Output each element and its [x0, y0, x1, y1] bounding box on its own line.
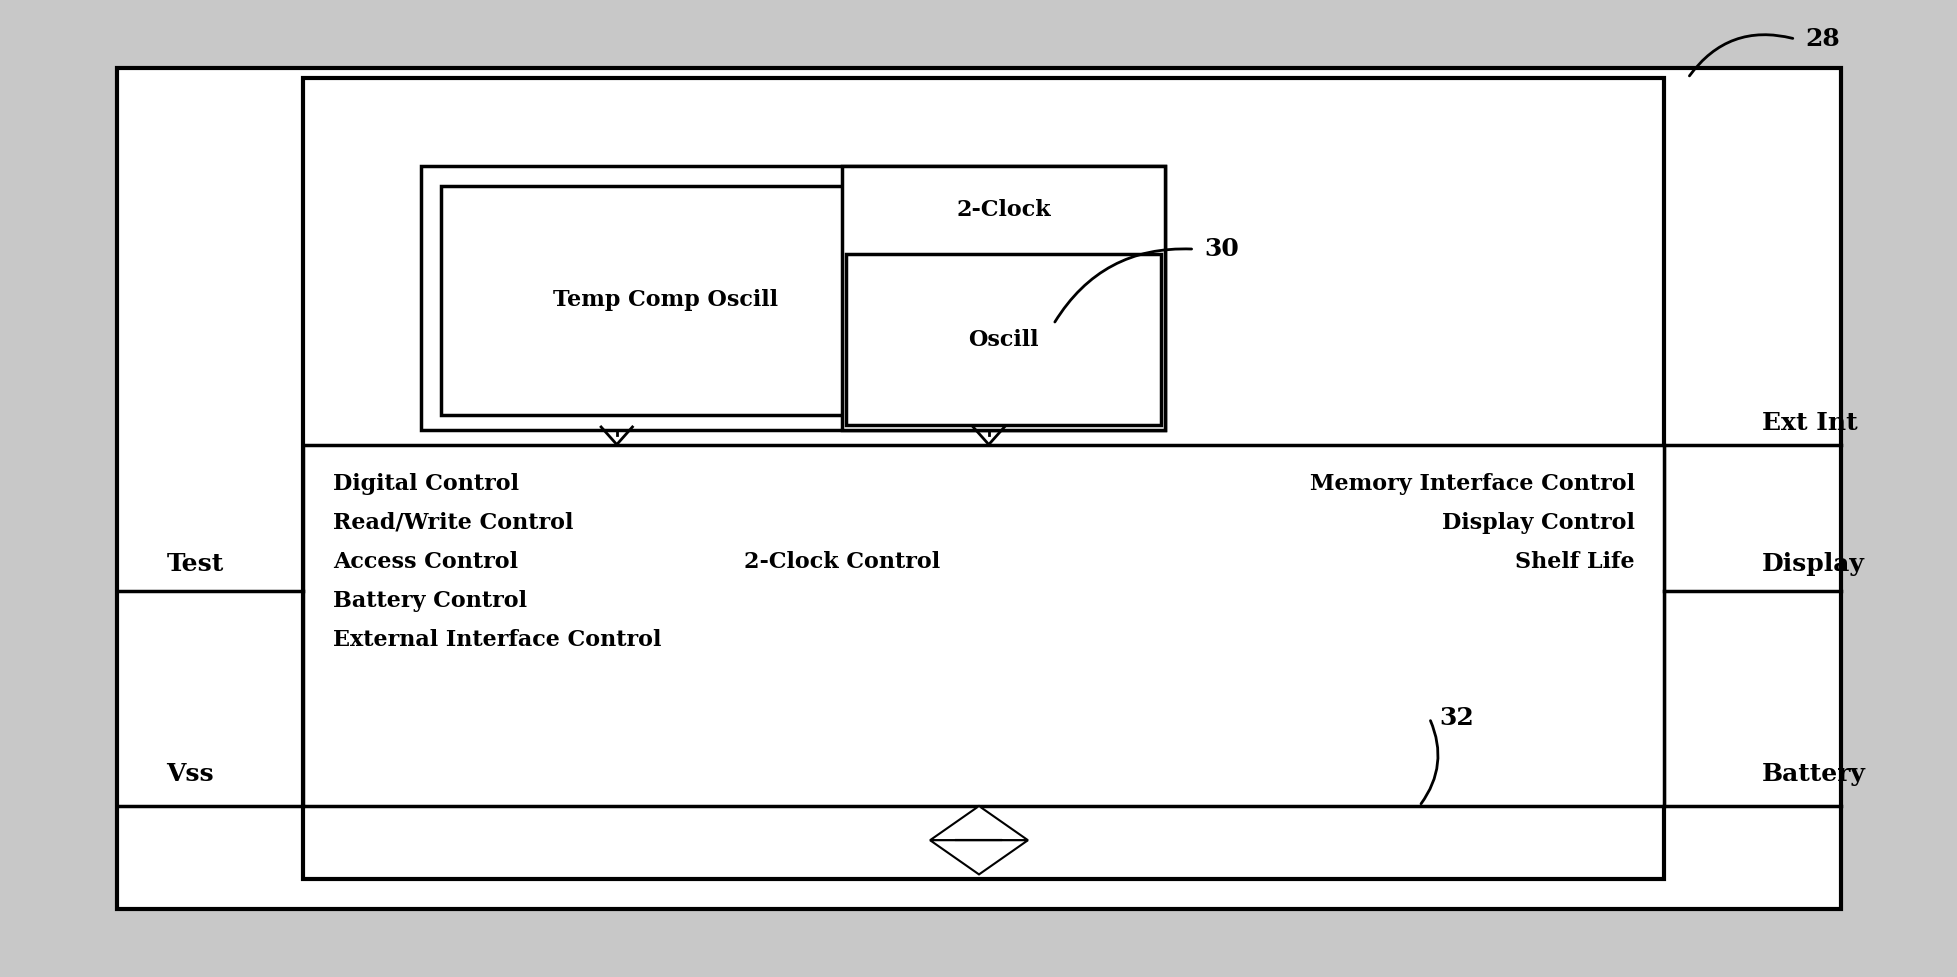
Text: Access Control: Access Control [333, 551, 517, 573]
FancyArrowPatch shape [1421, 721, 1436, 804]
Bar [421, 166, 1164, 430]
Text: Read/Write Control: Read/Write Control [333, 512, 573, 533]
FancyArrowPatch shape [1689, 35, 1793, 76]
Text: Battery Control: Battery Control [333, 590, 526, 612]
Text: 30: 30 [1204, 237, 1239, 261]
Text: Shelf Life: Shelf Life [1515, 551, 1634, 573]
Bar [303, 445, 1663, 806]
Text: Display: Display [1761, 552, 1865, 576]
Text: Memory Interface Control: Memory Interface Control [1309, 473, 1634, 494]
FancyArrowPatch shape [1055, 249, 1192, 322]
Text: Test: Test [166, 552, 223, 576]
Text: Oscill: Oscill [967, 328, 1039, 351]
Bar [845, 254, 1161, 425]
Text: 32: 32 [1438, 706, 1474, 730]
Polygon shape [930, 840, 1027, 874]
Text: External Interface Control: External Interface Control [333, 629, 661, 651]
Text: Display Control: Display Control [1440, 512, 1634, 533]
Text: 2-Clock: 2-Clock [955, 199, 1051, 221]
Polygon shape [930, 806, 1027, 840]
Text: Vss: Vss [166, 762, 213, 786]
Text: Digital Control: Digital Control [333, 473, 519, 494]
Bar [117, 68, 1840, 909]
Text: Temp Comp Oscill: Temp Comp Oscill [554, 289, 777, 312]
Bar [842, 166, 1164, 430]
Bar [440, 186, 890, 415]
Text: 28: 28 [1804, 27, 1840, 51]
Text: 2-Clock Control: 2-Clock Control [744, 551, 939, 573]
Text: Ext Int: Ext Int [1761, 410, 1857, 435]
Text: Battery: Battery [1761, 762, 1865, 786]
Bar [303, 78, 1663, 879]
